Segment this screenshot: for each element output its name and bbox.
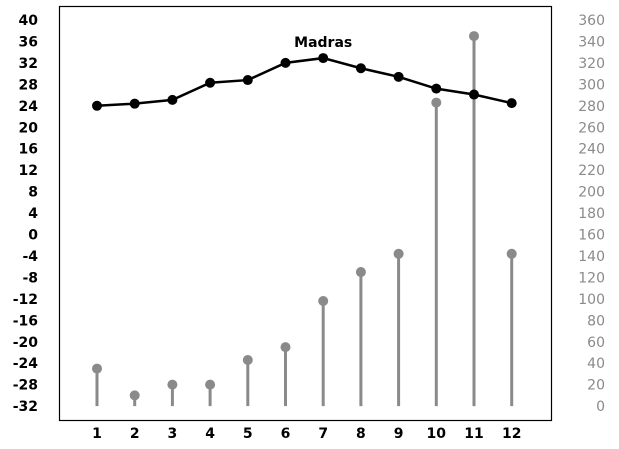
temperature-point [318,53,329,64]
x-tick-label: 6 [281,426,291,442]
left-tick-label: 12 [19,163,38,179]
right-tick-label: 280 [578,99,605,115]
left-tick-label: -28 [13,378,38,394]
right-tick-label: 0 [596,399,605,415]
left-axis-ticks: 4036322824201612840-4-8-12-16-20-24-28-3… [13,13,39,415]
right-tick-label: 240 [578,142,605,158]
temperature-point [506,98,517,109]
left-tick-label: -24 [13,356,39,372]
temperature-point [242,75,253,86]
stem-point [242,354,253,365]
left-tick-label: 16 [19,142,38,158]
right-tick-label: 300 [578,77,605,93]
left-tick-label: 0 [28,228,38,244]
x-tick-label: 12 [502,426,521,442]
x-tick-label: 5 [243,426,253,442]
stem-point [129,390,140,401]
stem-point [469,31,479,42]
right-tick-label: 60 [587,335,605,351]
right-tick-label: 160 [578,228,605,244]
left-tick-label: -20 [13,335,39,351]
left-tick-label: 20 [19,120,39,136]
right-tick-label: 20 [587,378,605,394]
left-tick-label: 4 [28,206,38,222]
plot-frame [58,5,553,422]
right-tick-label: 80 [587,313,605,329]
stem-point [280,342,291,353]
x-tick-label: 1 [92,426,102,442]
stem-point [318,295,329,306]
temperature-point [280,57,291,68]
left-tick-label: 36 [19,34,38,50]
x-tick-label: 10 [427,426,447,442]
temperature-point [205,77,216,88]
x-tick-label: 9 [394,426,404,442]
stem-point [431,97,442,108]
x-tick-label: 3 [168,426,178,442]
temperature-point [129,98,140,109]
stem-point [167,379,178,390]
temperature-point [355,63,366,74]
precipitation-stems [92,31,517,407]
stem-point [355,267,366,278]
left-tick-label: 24 [19,99,39,115]
right-tick-label: 40 [587,356,605,372]
right-tick-label: 340 [578,34,605,50]
x-axis-ticks: 1 2 3 4 5 6 7 8 9 10 11 12 [92,426,521,442]
left-tick-label: 32 [19,56,38,72]
stem-point [92,363,102,374]
right-tick-label: 100 [578,292,605,308]
temperature-point [92,100,102,111]
right-tick-label: 140 [578,249,605,265]
stem-point [506,248,517,259]
right-tick-label: 200 [578,185,605,201]
temperature-point [431,83,442,94]
right-tick-label: 320 [578,56,605,72]
temperature-line [96,56,512,108]
left-tick-label: -32 [13,399,38,415]
stem-point [393,248,404,259]
x-tick-label: 11 [464,426,483,442]
right-tick-label: 180 [578,206,605,222]
right-tick-label: 220 [578,163,605,179]
left-tick-label: 40 [19,13,39,29]
temperature-point [393,71,404,82]
right-axis-ticks: 3603403203002802602402202001801601401201… [578,13,605,415]
left-tick-label: -12 [13,292,38,308]
right-tick-label: 260 [578,120,605,136]
right-tick-label: 120 [578,270,605,286]
stem-point [205,379,216,390]
temperature-point [167,94,178,105]
temperature-line-series [92,53,517,111]
left-tick-label: 28 [19,77,38,93]
right-tick-label: 360 [578,13,605,29]
x-tick-label: 2 [130,426,140,442]
left-tick-label: 8 [28,185,38,201]
left-tick-label: -4 [22,249,38,265]
x-tick-label: 7 [318,426,328,442]
temperature-point [469,89,479,100]
series-label-madras: Madras [294,35,352,51]
x-tick-label: 4 [205,426,215,442]
x-tick-label: 8 [356,426,366,442]
left-tick-label: -16 [13,313,38,329]
left-tick-label: -8 [22,270,38,286]
